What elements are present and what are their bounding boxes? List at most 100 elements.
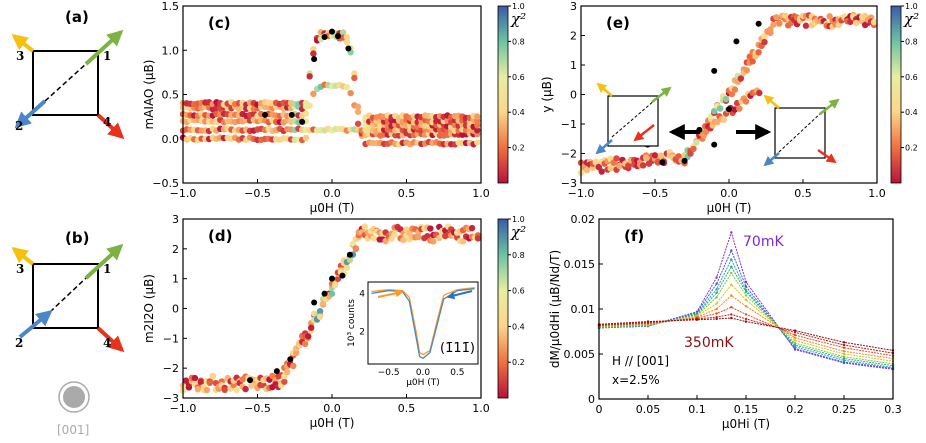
scatter-point xyxy=(310,50,317,57)
field-direction-dot xyxy=(63,386,85,408)
black-point xyxy=(261,111,268,118)
series-point xyxy=(744,290,748,294)
scatter-point xyxy=(702,128,710,135)
scatter-point xyxy=(301,340,309,348)
scatter-point xyxy=(474,235,482,242)
scatter-point xyxy=(302,110,310,117)
colorbar-tick-label: 0.4 xyxy=(512,108,525,117)
scatter-point xyxy=(354,120,362,127)
inset-spin-4-arrow xyxy=(817,148,837,164)
series-point xyxy=(842,357,846,360)
annotation-doping: x=2.5% xyxy=(612,373,660,387)
series-point xyxy=(842,352,846,356)
series-point xyxy=(715,276,718,279)
spin-4-arrow xyxy=(96,326,125,353)
panel-label: (d) xyxy=(208,227,232,245)
x-tick-label: 0.5 xyxy=(398,402,416,415)
series-point xyxy=(646,320,650,323)
black-point xyxy=(311,299,318,306)
scatter-point xyxy=(293,349,300,356)
y-tick-label: −1 xyxy=(163,332,179,345)
series-point xyxy=(715,307,718,311)
y-tick-label: 0 xyxy=(570,89,577,102)
tetrahedron-square xyxy=(32,263,99,329)
inset-y-label: 10³ counts xyxy=(347,299,357,347)
x-tick-label: −0.5 xyxy=(642,187,669,200)
y-axis-label: mAIAO (μB) xyxy=(142,60,156,130)
y-tick-label: −1 xyxy=(561,118,577,131)
y-axis-label: m2I2O (μB) xyxy=(142,274,156,343)
colorbar-gradient xyxy=(497,5,509,184)
scatter-point xyxy=(835,21,842,29)
black-point xyxy=(299,118,306,125)
series-point xyxy=(842,341,846,344)
x-tick-label: 0.3 xyxy=(884,403,902,416)
site-2-label: 2 xyxy=(15,119,23,133)
panel-label: (f) xyxy=(624,227,644,245)
inset-square-right xyxy=(774,107,826,159)
y-axis-label: y (μB) xyxy=(540,76,554,112)
scatter-point xyxy=(583,166,591,174)
scatter-point xyxy=(595,163,602,171)
panel-a: (a) 3 1 2 4 xyxy=(11,8,125,140)
x-tick-label: 0.5 xyxy=(794,187,812,200)
colorbar-title: χ² xyxy=(510,10,526,28)
x-tick-label: 0.0 xyxy=(323,187,341,200)
scatter-point xyxy=(370,234,377,242)
scatter-point xyxy=(351,74,358,82)
series-point xyxy=(715,312,718,315)
y-tick-label: 3 xyxy=(172,213,179,226)
y-tick-label: 1 xyxy=(570,59,577,72)
scatter-point xyxy=(756,89,763,97)
scatter-point xyxy=(731,86,739,93)
black-point xyxy=(287,356,294,363)
black-point xyxy=(273,368,280,375)
series-point xyxy=(744,285,748,288)
sweep-up-arrow xyxy=(377,289,404,298)
scatter-point xyxy=(755,49,762,56)
scatter-point xyxy=(687,150,694,157)
spin-2-arrow xyxy=(18,309,53,339)
y-tick-label: 1.5 xyxy=(162,0,180,13)
black-point xyxy=(288,111,295,118)
annotation-field: H // [001] xyxy=(612,354,669,368)
series-point xyxy=(744,317,748,321)
site-3-label: 3 xyxy=(16,262,24,276)
colorbar-gradient xyxy=(497,218,509,399)
series-point xyxy=(744,320,748,323)
series-point xyxy=(744,298,748,302)
black-point xyxy=(711,67,718,74)
series-line-250mK xyxy=(598,306,894,357)
scatter-point xyxy=(334,275,342,282)
dashed-diagonal xyxy=(49,277,87,313)
inset-spin-1-arrow xyxy=(819,98,840,115)
y-tick-label: 1.0 xyxy=(162,44,180,57)
series-point xyxy=(715,291,718,294)
y-tick-label: 0.01 xyxy=(571,303,596,316)
scatter-point xyxy=(290,362,297,370)
black-point xyxy=(726,106,732,113)
series-point xyxy=(793,329,797,332)
series-point xyxy=(715,288,718,291)
y-axis-label: dM/μ0dHi (μB/Nd/T) xyxy=(548,250,562,368)
black-point xyxy=(311,56,318,63)
annotation-350mK: 350mK xyxy=(684,335,734,351)
scatter-point xyxy=(642,154,650,162)
inset-spin-3-arrow xyxy=(763,94,780,109)
x-axis-label: μ0H (T) xyxy=(707,201,752,215)
scatter-point xyxy=(693,139,700,146)
scatter-point xyxy=(737,75,745,82)
black-point xyxy=(321,290,328,297)
series-point xyxy=(793,342,797,345)
x-tick-label: −0.5 xyxy=(244,402,271,415)
x-tick-label: 0.05 xyxy=(636,403,661,416)
colorbar-tick-label: 1.0 xyxy=(905,2,918,11)
colorbar-title: χ² xyxy=(510,223,526,241)
scatter-point xyxy=(716,105,724,112)
x-tick-label: 1.0 xyxy=(472,402,490,415)
scatter-point xyxy=(770,21,777,28)
y-tick-label: 2 xyxy=(172,243,179,256)
field-direction-label: [001] xyxy=(57,423,89,437)
site-1-label: 1 xyxy=(103,262,111,276)
field-direction-icon xyxy=(58,381,90,413)
